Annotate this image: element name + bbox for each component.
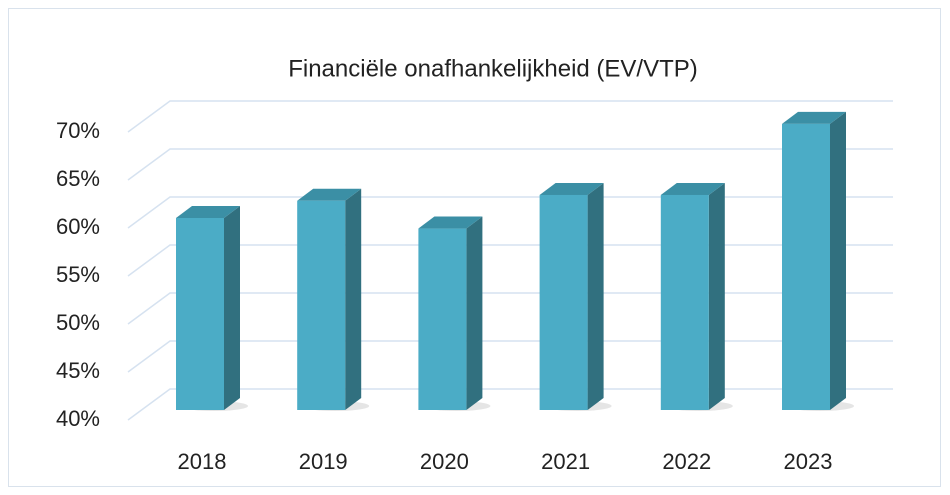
x-tick-label: 2022 [662, 449, 711, 474]
bar [297, 200, 346, 410]
bar-side [587, 182, 604, 410]
grid-line [127, 148, 893, 181]
x-tick-label: 2018 [178, 449, 227, 474]
x-tick-label: 2023 [784, 449, 833, 474]
bar-top [176, 206, 240, 218]
grid-line [127, 292, 893, 325]
bar-side [830, 111, 846, 411]
x-tick-label: 2020 [420, 449, 469, 474]
bar [539, 194, 588, 410]
grid-line [127, 100, 893, 133]
x-tick-label: 2019 [299, 449, 348, 474]
y-tick-label: 60% [56, 214, 100, 239]
bar-top [539, 182, 604, 195]
y-tick-label: 50% [56, 310, 100, 335]
bar-side [224, 206, 240, 410]
bar [660, 194, 709, 410]
x-tick-label: 2021 [541, 449, 590, 474]
bar-group [418, 216, 491, 411]
bar-group [297, 188, 370, 411]
grid-line [127, 196, 893, 229]
bar-top [782, 111, 846, 124]
y-tick-label: 55% [56, 262, 100, 287]
chart-title: Financiële onafhankelijkheid (EV/VTP) [288, 55, 698, 82]
bar-group [176, 206, 248, 411]
grid-line [127, 388, 893, 421]
bar-side [466, 216, 483, 410]
bar-group [660, 182, 733, 411]
y-tick-label: 40% [56, 406, 100, 431]
bar-side [345, 188, 362, 410]
y-tick-label: 65% [56, 166, 100, 191]
y-tick-label: 45% [56, 358, 100, 383]
bar [418, 228, 467, 410]
bar-side [708, 182, 725, 410]
y-tick-label: 70% [56, 118, 100, 143]
bar-top [660, 182, 725, 195]
bar [782, 123, 830, 411]
bar [176, 218, 224, 410]
grid-line [127, 340, 893, 373]
bar-group [782, 111, 854, 411]
bar-top [418, 216, 483, 229]
grid-line [127, 244, 893, 277]
bar-group [539, 182, 612, 411]
bar-top [297, 188, 362, 201]
